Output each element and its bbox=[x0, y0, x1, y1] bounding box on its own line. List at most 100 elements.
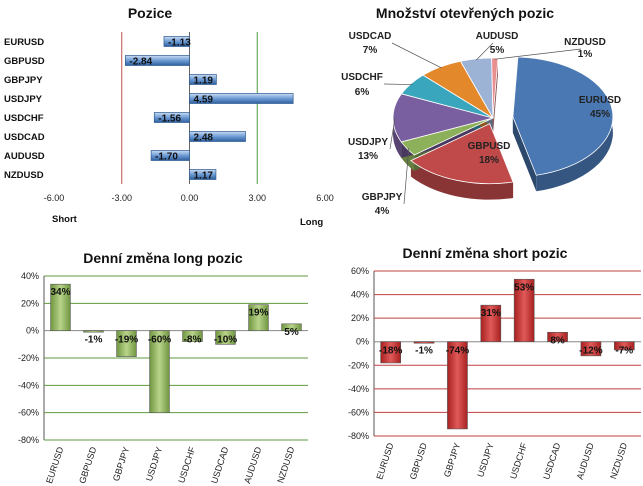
bar-usdjpy bbox=[480, 304, 502, 343]
pie-slice-usdjpy bbox=[392, 93, 495, 143]
category-label-usdjpy: USDJPY bbox=[144, 446, 164, 483]
y-tick-label: -60% bbox=[348, 407, 369, 417]
category-label-nzdusd: NZDUSD bbox=[4, 170, 44, 181]
y-tick-label: -60% bbox=[18, 408, 39, 418]
pie-label-name-gbpjpy: GBPJPY bbox=[362, 192, 403, 203]
y-tick-label: -80% bbox=[18, 435, 39, 445]
bar-gbpjpy bbox=[189, 74, 217, 85]
y-tick-label: 0% bbox=[26, 326, 39, 336]
bar-gbpusd bbox=[83, 330, 104, 333]
value-label-usdjpy: 31% bbox=[481, 308, 501, 319]
pie-leader-line-nzdusd bbox=[494, 48, 582, 60]
category-label-usdchf: USDCHF bbox=[176, 445, 197, 484]
y-tick-label: 20% bbox=[351, 313, 369, 323]
pie-label-percent-gbpjpy: 4% bbox=[375, 206, 390, 217]
category-label-gbpjpy: GBPJPY bbox=[442, 442, 462, 479]
bar-usdcad bbox=[189, 131, 246, 142]
category-label-usdchf: USDCHF bbox=[508, 441, 529, 480]
positions-chart: Pozice -6.00 -3.00 0.00 3.00 6.00 EURUSD -1.13… bbox=[4, 5, 334, 228]
category-label-audusd: AUDUSD bbox=[575, 441, 596, 481]
y-tick-label: -80% bbox=[348, 431, 369, 441]
short-change-chart: Denní změna short pozic 60%40%20%0%-20%-… bbox=[348, 245, 641, 481]
value-label-usdjpy: 4.59 bbox=[194, 95, 214, 106]
pie-leader-line-usdcad bbox=[391, 42, 442, 69]
bar-gbpusd bbox=[413, 341, 435, 344]
category-label-gbpjpy: GBPJPY bbox=[4, 75, 43, 86]
category-label-gbpusd: GBPUSD bbox=[77, 445, 98, 485]
value-label-gbpusd: -2.84 bbox=[129, 57, 152, 68]
category-label-nzdusd: NZDUSD bbox=[608, 441, 629, 480]
category-label-usdcad: USDCAD bbox=[541, 441, 562, 481]
pie-slice-nzdusd bbox=[491, 57, 499, 119]
value-label-usdcad: 2.48 bbox=[194, 133, 214, 144]
category-label-eurusd: EURUSD bbox=[44, 445, 65, 485]
value-label-eurusd: -18% bbox=[379, 346, 402, 357]
bar-usdcad bbox=[215, 330, 236, 345]
y-tick-label: -40% bbox=[348, 384, 369, 394]
y-tick-label: -20% bbox=[18, 353, 39, 363]
pie-leader-line-audusd bbox=[475, 42, 494, 61]
pie-label-percent-gbpusd: 18% bbox=[479, 155, 499, 166]
bar-audusd bbox=[248, 304, 269, 331]
pie-slice-side-eurusd bbox=[512, 116, 537, 192]
pie-label-percent-usdjpy: 13% bbox=[358, 151, 378, 162]
value-label-usdcad: -10% bbox=[214, 335, 237, 346]
pie-label-name-audusd: AUDUSD bbox=[476, 31, 519, 42]
bar-nzdusd bbox=[613, 341, 635, 351]
bar-eurusd bbox=[163, 36, 190, 47]
long-label: Long bbox=[300, 217, 323, 228]
value-label-gbpjpy: 1.19 bbox=[194, 76, 214, 87]
bar-gbpjpy bbox=[116, 330, 137, 357]
category-label-usdjpy: USDJPY bbox=[4, 94, 43, 105]
bar-audusd bbox=[150, 150, 190, 161]
x-tick-label: 6.00 bbox=[316, 193, 334, 203]
x-tick-label: -3.00 bbox=[111, 193, 132, 203]
pie-label-name-eurusd: EURUSD bbox=[579, 95, 621, 106]
y-tick-label: 0% bbox=[356, 337, 369, 347]
category-label-usdcad: USDCAD bbox=[4, 132, 45, 143]
y-tick-label: 60% bbox=[351, 266, 369, 276]
value-label-usdcad: 8% bbox=[550, 335, 565, 346]
pie-slice-rim-gbpusd bbox=[410, 160, 514, 200]
pie-label-percent-eurusd: 45% bbox=[590, 109, 610, 120]
bar-eurusd bbox=[50, 283, 71, 331]
pie-label-name-nzdusd: NZDUSD bbox=[564, 37, 606, 48]
value-label-usdchf: -8% bbox=[184, 335, 202, 346]
y-tick-label: -20% bbox=[348, 360, 369, 370]
pie-leader-line-gbpjpy bbox=[403, 148, 410, 205]
value-label-gbpjpy: -74% bbox=[446, 346, 469, 357]
short-label: Short bbox=[52, 214, 78, 225]
value-label-eurusd: -1.13 bbox=[168, 38, 191, 49]
value-label-nzdusd: 5% bbox=[284, 327, 299, 338]
value-label-usdchf: -1.56 bbox=[158, 114, 181, 125]
open-positions-pie: Množství otevřených pozic EURUSD 45% GBPUS… bbox=[341, 5, 621, 217]
category-label-gbpusd: GBPUSD bbox=[4, 56, 45, 67]
long-change-chart: Denní změna long pozic 40% 20% 0% -20% -40% -… bbox=[18, 250, 308, 485]
value-label-audusd: -1.70 bbox=[155, 152, 178, 163]
value-label-gbpusd: -1% bbox=[85, 335, 103, 346]
pie-slice-gbpusd bbox=[410, 123, 514, 185]
positions-title: Pozice bbox=[128, 5, 173, 21]
bar-usdjpy bbox=[189, 93, 294, 104]
bar-gbpusd bbox=[125, 55, 190, 66]
bar-gbpjpy bbox=[447, 341, 468, 430]
bar-usdchf bbox=[153, 112, 190, 123]
pie-label-percent-audusd: 5% bbox=[490, 45, 505, 56]
category-label-eurusd: EURUSD bbox=[4, 37, 44, 48]
value-label-audusd: -12% bbox=[579, 346, 602, 357]
pie-label-name-usdchf: USDCHF bbox=[341, 72, 383, 83]
pie-label-name-usdcad: USDCAD bbox=[349, 31, 392, 42]
y-tick-label: -40% bbox=[18, 380, 39, 390]
y-tick-label: 40% bbox=[351, 290, 369, 300]
bar-usdjpy bbox=[149, 330, 170, 413]
pie-label-percent-usdcad: 7% bbox=[363, 45, 378, 56]
bar-nzdusd bbox=[281, 323, 302, 331]
value-label-nzdusd: -7% bbox=[615, 346, 633, 357]
value-label-usdjpy: -60% bbox=[148, 335, 171, 346]
category-label-nzdusd: NZDUSD bbox=[275, 445, 296, 484]
category-label-eurusd: EURUSD bbox=[374, 441, 395, 481]
bar-eurusd bbox=[380, 341, 401, 364]
bar-usdcad bbox=[547, 331, 568, 343]
pie-label-percent-nzdusd: 1% bbox=[578, 49, 593, 60]
category-label-gbpjpy: GBPJPY bbox=[111, 446, 131, 483]
